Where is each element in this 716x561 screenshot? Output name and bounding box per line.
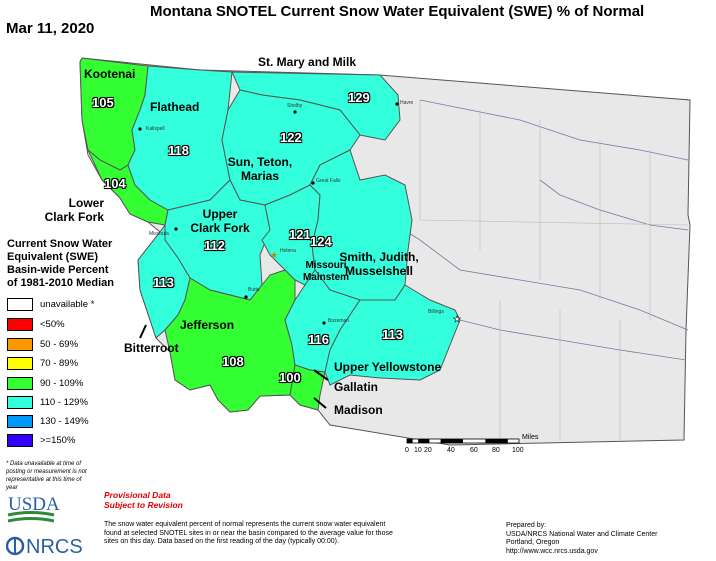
legend-label: >=150% (40, 435, 76, 446)
prepared-line: http://www.wcc.nrcs.usda.gov (506, 547, 598, 555)
legend-label: unavailable * (40, 299, 95, 310)
scale-tick: 100 (512, 447, 524, 454)
basin-value-st-mary-milk: 129 (348, 90, 370, 105)
prepared-line: Prepared by: (506, 522, 547, 529)
prepared-line: Portland, Oregon (506, 539, 560, 546)
legend-swatch (7, 396, 33, 409)
bitterroot-leader (139, 324, 147, 339)
city-marker (138, 127, 142, 131)
legend-swatch (7, 298, 33, 311)
basin-name-kootenai: Kootenai (84, 67, 136, 81)
basin-name-madison: Madison (334, 403, 383, 417)
legend-title-line: Basin-wide Percent (7, 264, 109, 276)
scale-tick: 20 (424, 447, 432, 454)
basin-name-smith-judith-musselshell: Smith, Judith, Musselshell (339, 250, 419, 278)
usda-logo-text: USDA (8, 494, 60, 515)
legend-swatch (7, 357, 33, 370)
basin-name-upper-yellowstone: Upper Yellowstone (334, 360, 442, 374)
basin-value-smith-judith-musselshell: 124 (310, 234, 332, 249)
provisional-line: Provisional Data (104, 490, 171, 500)
basin-value-jefferson: 108 (222, 354, 244, 369)
prepared-by: Prepared by: USDA/NRCS National Water an… (506, 522, 657, 556)
city-marker (322, 321, 326, 325)
basin-value-kootenai: 105 (92, 95, 114, 110)
city-havre: Havre (400, 100, 414, 106)
map-date: Mar 11, 2020 (6, 20, 95, 37)
basin-value-madison: 100 (279, 370, 301, 385)
basin-name-missouri-mainstem: Missouri Mainstem (302, 260, 350, 283)
city-marker (244, 295, 248, 299)
footnote: * Data unavailable at time of posting or… (6, 461, 87, 491)
basin-name-st-mary-milk: St. Mary and Milk (258, 55, 357, 69)
basin-value-sun-teton-marias: 122 (280, 130, 302, 145)
legend-label: 90 - 109% (40, 378, 84, 389)
basin-name-upper-clark-fork: Upper Clark Fork (190, 207, 250, 235)
usda-nrcs-logo: USDA NRCS (6, 494, 83, 558)
provisional-notice: Provisional Data Subject to Revision (104, 490, 183, 510)
legend-title-line: of 1981-2010 Median (7, 277, 114, 289)
legend-swatch (7, 338, 33, 351)
basin-upper-yellowstone[interactable] (324, 284, 461, 386)
basin-value-flathead: 118 (168, 143, 189, 158)
legend-swatch (7, 415, 33, 428)
legend-title: Current Snow Water Equivalent (SWE) Basi… (7, 238, 114, 290)
basin-value-bitterroot: 113 (153, 275, 174, 290)
basin-name-jefferson: Jefferson (180, 318, 235, 332)
city-bozeman: Bozeman (328, 318, 350, 324)
legend-label: 110 - 129% (40, 397, 88, 408)
scale-tick: 60 (470, 447, 478, 454)
scale-tick: 40 (447, 447, 455, 454)
city-marker (395, 102, 399, 106)
basin-name-flathead: Flathead (150, 100, 200, 114)
map-title: Montana SNOTEL Current Snow Water Equiva… (150, 3, 645, 20)
basin-flathead[interactable] (127, 65, 233, 211)
legend-title-line: Current Snow Water (7, 238, 113, 250)
prepared-line: USDA/NRCS National Water and Climate Cen… (506, 530, 658, 538)
city-helena: Helena (280, 248, 296, 254)
basin-name-lower-clark-fork: Lower Clark Fork (44, 196, 104, 224)
legend-label: 70 - 89% (40, 358, 79, 369)
legend-swatch (7, 434, 33, 447)
basin-value-lower-clark-fork: 104 (104, 176, 126, 191)
city-billings: Billings (428, 309, 444, 315)
city-butte: Butte (248, 287, 260, 293)
scale-unit: Miles (522, 434, 539, 441)
scale-tick: 80 (492, 447, 500, 454)
scale-bar (406, 438, 520, 444)
city-missoula: Missoula (149, 231, 169, 237)
city-shelby: Shelby (287, 103, 303, 109)
legend-label: 50 - 69% (40, 339, 79, 350)
scale-tick: 0 (405, 447, 409, 454)
scale-tick: 10 (414, 447, 422, 454)
capitol-star-icon: ★ (270, 250, 278, 260)
city-marker (311, 181, 315, 185)
description-text: The snow water equivalent percent of nor… (104, 521, 393, 545)
basin-value-upper-clark-fork: 112 (204, 238, 225, 253)
city-marker (293, 110, 297, 114)
basin-name-sun-teton-marias: Sun, Teton, Marias (227, 155, 293, 183)
basin-name-bitterroot: Bitterroot (124, 341, 179, 355)
legend-label: 130 - 149% (40, 416, 89, 427)
provisional-line: Subject to Revision (104, 500, 183, 510)
city-great-falls: Great Falls (316, 178, 341, 184)
nrcs-logo-text: NRCS (26, 536, 83, 558)
madison-leader (313, 397, 327, 409)
legend-swatch (7, 377, 33, 390)
city-kalispell: Kalispell (146, 126, 165, 132)
basin-value-upper-yellowstone: 113 (382, 327, 403, 342)
basin-value-missouri-mainstem: 121 (289, 227, 311, 242)
legend-swatch (7, 318, 33, 331)
legend-label: <50% (40, 319, 65, 330)
basin-value-gallatin: 116 (308, 332, 329, 347)
legend-title-line: Equivalent (SWE) (7, 251, 99, 263)
gallatin-leader (313, 369, 329, 381)
basin-name-gallatin: Gallatin (334, 380, 379, 394)
city-marker (174, 227, 178, 231)
billings-star-icon: ★ (453, 314, 461, 324)
